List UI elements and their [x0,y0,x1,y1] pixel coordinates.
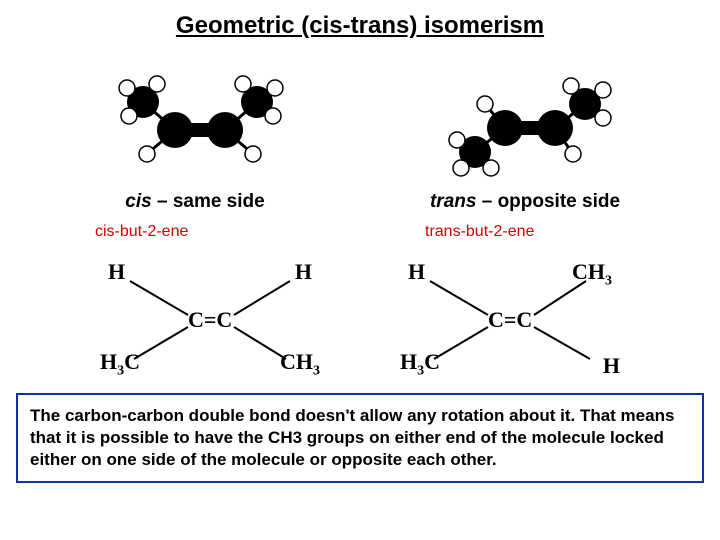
cis-compound-name: cis-but-2-ene [85,223,305,241]
cis-molecule-model [85,58,305,178]
explanation-box: The carbon-carbon double bond doesn't al… [16,393,704,483]
trans-block: trans – opposite side trans-but-2-ene [415,58,635,241]
cis-schematic: H H C=C H3C CH3 [100,259,320,379]
cis-center: C=C [188,307,232,333]
trans-dash: – [476,191,497,212]
cis-bottom-right: CH3 [280,349,320,379]
cis-top-right: H [295,259,312,285]
trans-compound-name: trans-but-2-ene [415,223,635,241]
trans-schematic: H CH3 C=C H3C H [400,259,620,379]
molecule-models-row: cis – same side cis-but-2-ene [0,58,720,241]
page-title: Geometric (cis-trans) isomerism [0,0,720,40]
trans-bottom-left: H3C [400,349,440,379]
cis-desc: same side [173,191,265,212]
trans-label: trans – opposite side [415,191,635,213]
cis-dash: – [152,191,173,212]
cis-bottom-left: H3C [100,349,140,379]
trans-bottom-right: H [603,353,620,379]
trans-top-left: H [408,259,425,285]
trans-prefix: trans [430,191,476,212]
cis-prefix: cis [125,191,151,212]
trans-desc: opposite side [498,191,620,212]
trans-molecule-model [415,58,635,178]
trans-top-right: CH3 [572,259,612,289]
schematics-row: H H C=C H3C CH3 H CH3 C=C H3C H [0,259,720,379]
trans-center: C=C [488,307,532,333]
cis-block: cis – same side cis-but-2-ene [85,58,305,241]
cis-label: cis – same side [85,191,305,213]
cis-top-left: H [108,259,125,285]
